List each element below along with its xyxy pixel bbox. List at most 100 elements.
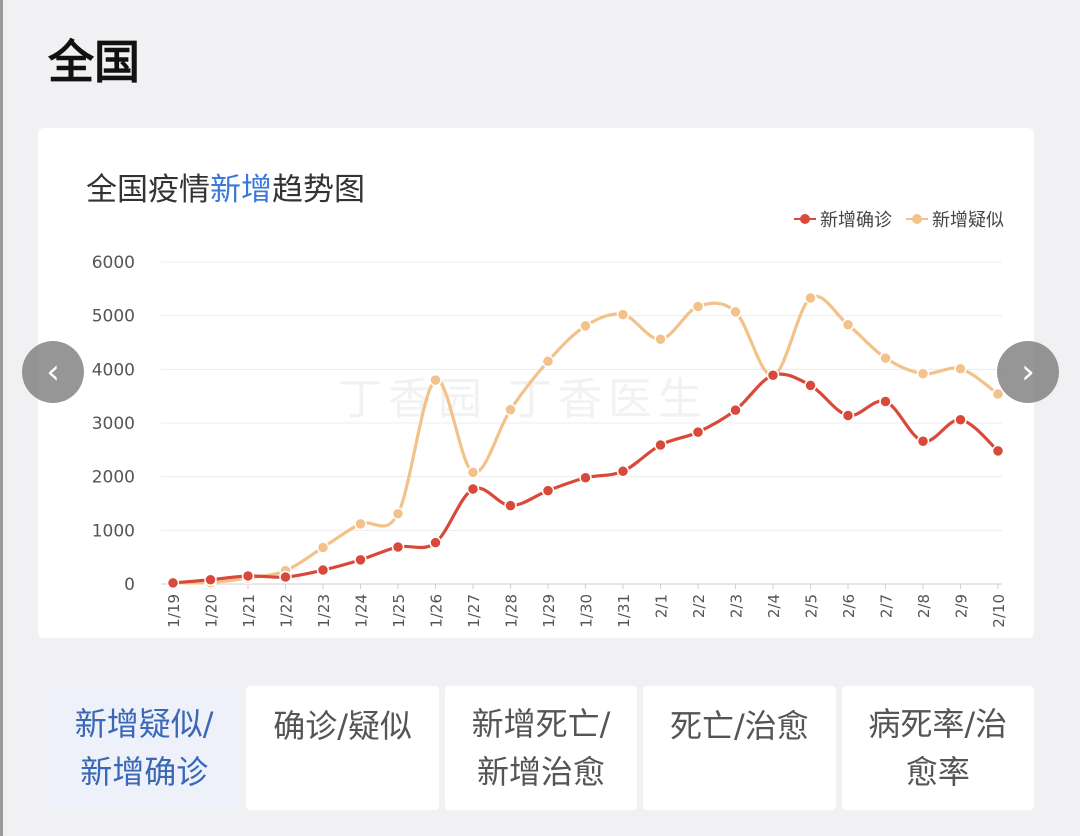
- x-tick-label: 2/9: [953, 594, 971, 618]
- tab-label-line1: 病死率/治: [868, 705, 1008, 743]
- y-tick-label: 0: [124, 575, 135, 595]
- data-point-suspected: [354, 517, 367, 531]
- x-tick-label: 1/27: [465, 594, 483, 628]
- y-tick-label: 1000: [92, 521, 135, 541]
- data-point-suspected: [991, 387, 1005, 401]
- data-point-suspected: [504, 403, 517, 416]
- legend-swatch-confirmed: [794, 214, 816, 224]
- tab-label: 死亡/治愈: [670, 707, 809, 745]
- data-point-confirmed: [391, 540, 405, 554]
- data-point-suspected: [316, 541, 330, 554]
- chart-title-highlight: 新增: [210, 172, 272, 208]
- legend-item-suspected[interactable]: 新增疑似: [906, 206, 1004, 232]
- chart-title-part1: 全国疫情: [86, 172, 210, 208]
- x-tick-label: 1/26: [428, 594, 446, 628]
- x-tick-label: 1/28: [503, 594, 521, 628]
- series-line-suspected: [172, 294, 999, 585]
- tab-label: 新增死亡/新增治愈: [472, 700, 611, 796]
- data-point-suspected: [879, 351, 892, 365]
- tab-confirmed-suspected[interactable]: 确诊/疑似: [246, 686, 439, 810]
- chevron-right-icon: ›: [1021, 352, 1035, 392]
- x-tick-label: 1/21: [240, 594, 258, 628]
- data-point-confirmed: [429, 536, 442, 549]
- data-point-confirmed: [204, 573, 217, 586]
- tab-label-line2: 愈率: [905, 753, 970, 791]
- data-point-suspected: [841, 318, 855, 332]
- data-point-confirmed: [766, 368, 780, 382]
- chart-title: 全国疫情新增趋势图: [86, 164, 365, 209]
- tab-label-line2: 新增确诊: [80, 753, 209, 791]
- data-point-confirmed: [991, 444, 1005, 458]
- x-tick-label: 1/29: [540, 594, 558, 628]
- tab-new-deaths-new-recovered[interactable]: 新增死亡/新增治愈: [444, 686, 638, 810]
- data-point-suspected: [916, 367, 930, 380]
- tab-label: 病死率/治愈率: [868, 700, 1007, 796]
- x-tick-label: 2/7: [878, 594, 896, 618]
- chart-tabs: 新增疑似/新增确诊 确诊/疑似 新增死亡/新增治愈 死亡/治愈 病死率/治愈率: [48, 686, 1035, 810]
- data-point-confirmed: [954, 413, 967, 427]
- data-point-confirmed: [804, 379, 817, 392]
- data-point-confirmed: [579, 471, 592, 484]
- data-point-confirmed: [654, 438, 667, 452]
- x-tick-label: 2/5: [803, 594, 821, 618]
- x-tick-label: 2/1: [653, 594, 671, 618]
- x-tick-label: 1/31: [615, 594, 633, 628]
- tab-new-suspected-new-confirmed[interactable]: 新增疑似/新增确诊: [48, 686, 241, 810]
- legend-item-confirmed[interactable]: 新增确诊: [794, 206, 892, 232]
- data-point-suspected: [616, 308, 630, 321]
- watermark: 丁香园 丁香医生: [338, 374, 708, 425]
- data-point-confirmed: [841, 409, 855, 422]
- data-point-suspected: [579, 319, 592, 333]
- left-edge-line: [0, 0, 3, 836]
- data-point-confirmed: [279, 570, 292, 584]
- tab-deaths-recovered[interactable]: 死亡/治愈: [643, 686, 836, 810]
- chevron-left-icon: ‹: [46, 352, 60, 392]
- data-point-confirmed: [241, 569, 255, 583]
- data-point-confirmed: [691, 425, 705, 439]
- tab-label: 确诊/疑似: [273, 707, 412, 745]
- data-point-suspected: [691, 300, 705, 313]
- data-point-suspected: [954, 362, 967, 376]
- data-point-confirmed: [354, 553, 367, 567]
- data-point-confirmed: [541, 484, 555, 497]
- data-point-suspected: [654, 333, 667, 346]
- chart-plot: 0 1000 2000 3000 4000 5000 6000 1/19 1/20 1/21 1/2…: [92, 253, 1008, 628]
- x-tick-label: 2/3: [728, 594, 746, 618]
- x-tick-label: 2/2: [690, 594, 708, 618]
- legend-label-confirmed: 新增确诊: [820, 210, 892, 231]
- y-tick-label: 5000: [92, 307, 135, 327]
- x-tick-label: 1/20: [203, 594, 221, 628]
- y-tick-label: 3000: [92, 414, 135, 434]
- data-point-confirmed: [466, 482, 480, 496]
- x-tick-label: 2/10: [990, 594, 1008, 628]
- data-point-suspected: [429, 373, 442, 387]
- y-tick-label: 6000: [92, 253, 135, 273]
- data-point-confirmed: [729, 403, 742, 417]
- tab-label-line2: 新增治愈: [477, 753, 606, 791]
- tab-label-line1: 新增死亡/: [471, 705, 611, 743]
- chart-title-part2: 趋势图: [272, 172, 365, 208]
- x-tick-label: 1/24: [353, 594, 371, 628]
- data-point-confirmed: [616, 465, 630, 478]
- x-tick-label: 2/6: [840, 594, 858, 618]
- tab-label: 新增疑似/新增确诊: [75, 700, 214, 796]
- x-tick-label: 2/4: [765, 594, 783, 618]
- legend-swatch-suspected: [906, 214, 928, 224]
- chart-card: 全国疫情新增趋势图 丁香园 丁香医生 0 1000 2000 3000 4000 5000…: [38, 128, 1034, 638]
- x-tick-label: 1/25: [390, 594, 408, 628]
- data-point-suspected: [541, 355, 555, 368]
- chart-legend: 新增确诊 新增疑似: [794, 206, 1004, 232]
- data-point-confirmed: [316, 563, 330, 577]
- legend-label-suspected: 新增疑似: [932, 210, 1004, 231]
- carousel-next-button[interactable]: ›: [997, 341, 1059, 403]
- x-tick-label: 1/30: [578, 594, 596, 628]
- data-point-suspected: [391, 507, 405, 520]
- x-tick-label: 1/23: [315, 594, 333, 628]
- carousel-prev-button[interactable]: ‹: [22, 341, 84, 403]
- data-point-confirmed: [504, 499, 517, 512]
- page-title: 全国: [48, 35, 140, 89]
- tab-fatality-recovery-rate[interactable]: 病死率/治愈率: [841, 686, 1035, 810]
- tab-label-line1: 新增疑似/: [74, 705, 214, 743]
- data-point-confirmed: [879, 395, 892, 408]
- y-tick-label: 2000: [92, 468, 135, 488]
